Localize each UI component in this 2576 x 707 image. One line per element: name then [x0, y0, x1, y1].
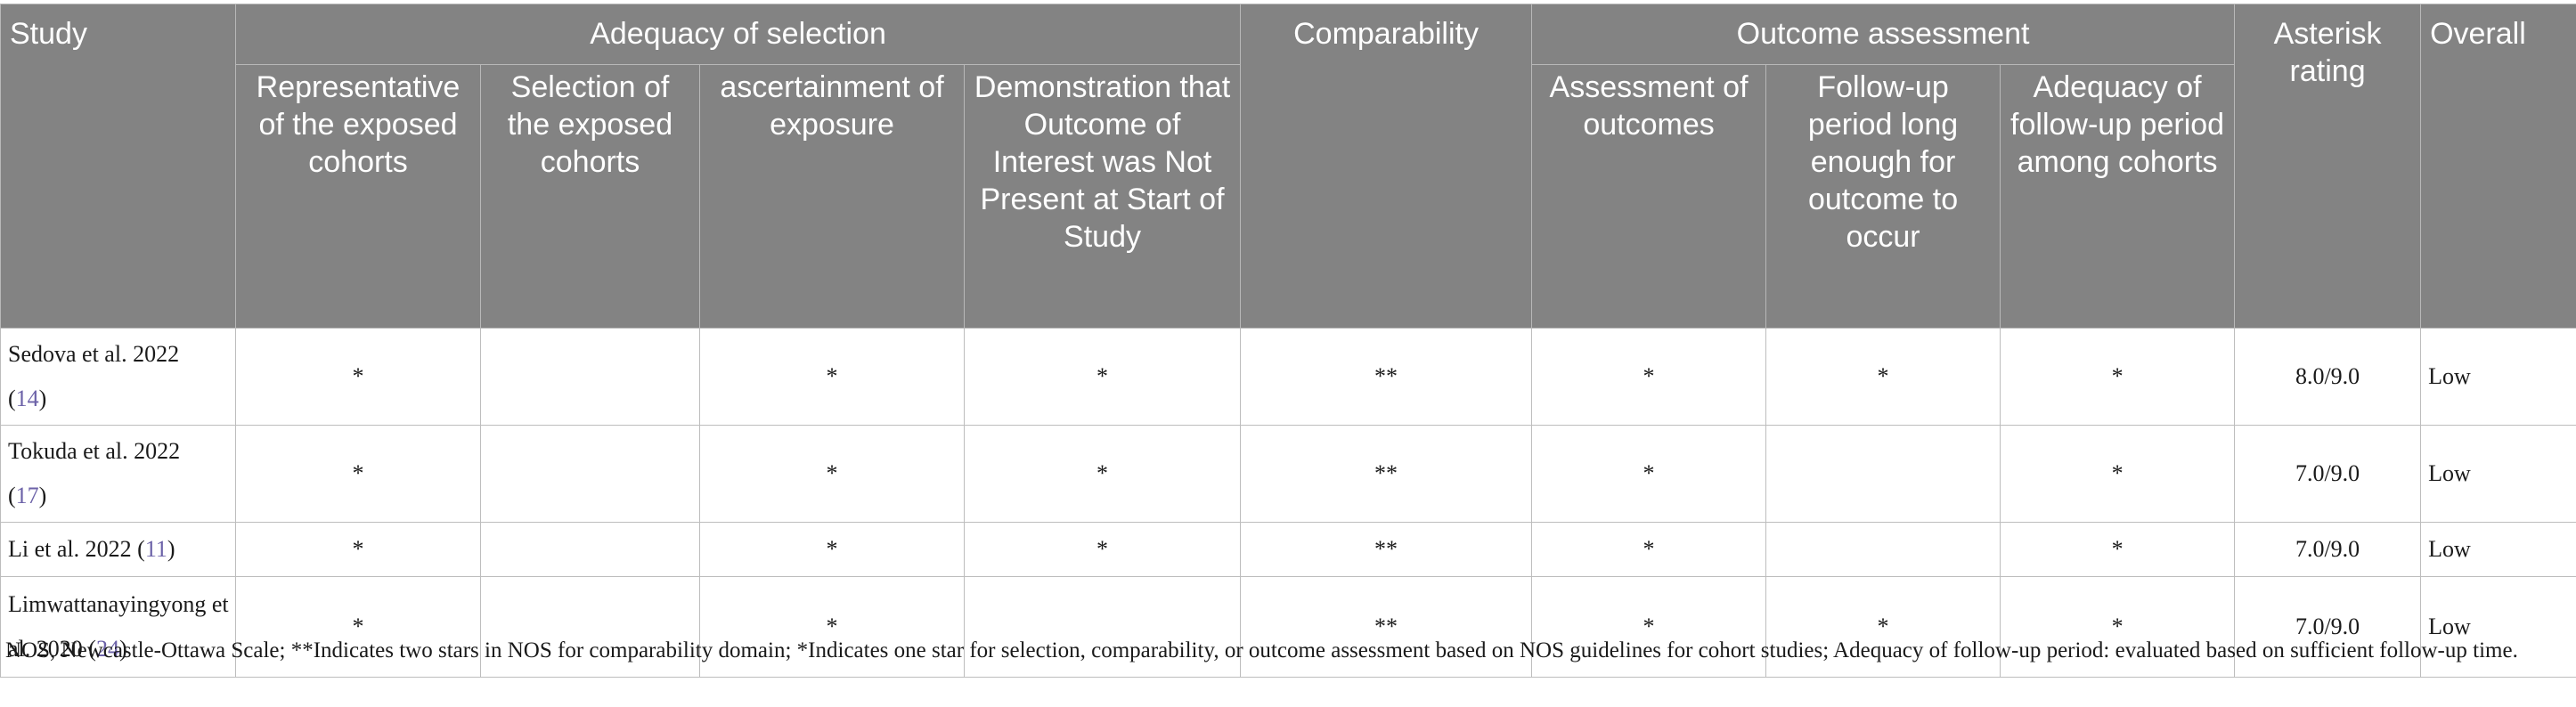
assessment-cell: *: [1531, 425, 1767, 523]
representative-cell: *: [235, 522, 481, 577]
ascertainment-cell: *: [699, 522, 965, 577]
demonstration-cell: *: [963, 425, 1242, 523]
header-selection: Selection of the exposed cohorts: [480, 64, 700, 329]
table-row: Limwattanayingyong et al. 2020 (24) * * …: [0, 576, 2576, 678]
overall-cell: Low: [2420, 522, 2576, 577]
study-name: Li et al. 2022: [8, 536, 132, 562]
adequacy-followup-cell: *: [2000, 328, 2236, 426]
header-asterisk-rating: Asterisk rating: [2234, 4, 2422, 329]
selection-cell: [480, 425, 700, 523]
header-representative: Representative of the exposed cohorts: [235, 64, 481, 329]
representative-cell: *: [235, 425, 481, 523]
overall-cell: Low: [2420, 328, 2576, 426]
reference-link[interactable]: 24: [95, 636, 119, 662]
adequacy-followup-cell: *: [2000, 522, 2236, 577]
table-row: Tokuda et al. 2022 (17) * * * ** * * 7.0/…: [0, 425, 2576, 523]
followup-cell: *: [1765, 328, 2001, 426]
table-footnote: NOS, Newcastle-Ottawa Scale; **Indicates…: [5, 638, 2518, 662]
header-outcome-assessment: Outcome assessment: [1531, 4, 2236, 65]
selection-cell: [480, 576, 700, 678]
adequacy-followup-cell: *: [2000, 576, 2236, 678]
ascertainment-cell: *: [699, 425, 965, 523]
rating-cell: 8.0/9.0: [2234, 328, 2422, 426]
comparability-cell: **: [1240, 328, 1533, 426]
selection-cell: [480, 328, 700, 426]
study-name: Tokuda et al. 2022: [8, 438, 181, 464]
assessment-cell: *: [1531, 522, 1767, 577]
quality-assessment-table: Study Adequacy of selection Comparabilit…: [0, 4, 2576, 678]
representative-cell: *: [235, 328, 481, 426]
header-ascertainment: ascertainment of exposure: [699, 64, 965, 329]
header-followup-period: Follow-up period long enough for outcome…: [1765, 64, 2001, 329]
header-adequacy-of-followup: Adequacy of follow-up period among cohor…: [2000, 64, 2236, 329]
ascertainment-cell: *: [699, 328, 965, 426]
assessment-cell: *: [1531, 576, 1767, 678]
header-study: Study: [0, 4, 236, 329]
header-overall: Overall: [2420, 4, 2576, 329]
study-name: Sedova et al. 2022: [8, 341, 180, 367]
header-adequacy-of-selection: Adequacy of selection: [234, 4, 1242, 65]
reference-link[interactable]: 11: [144, 536, 167, 562]
rating-cell: 7.0/9.0: [2234, 425, 2422, 523]
demonstration-cell: *: [963, 328, 1242, 426]
rating-cell: 7.0/9.0: [2234, 576, 2422, 678]
overall-cell: Low: [2420, 425, 2576, 523]
study-cell: Li et al. 2022 (11): [0, 522, 236, 577]
study-cell: Tokuda et al. 2022 (17): [0, 425, 236, 523]
reference-link[interactable]: 17: [15, 483, 39, 508]
comparability-cell: **: [1240, 425, 1533, 523]
header-demonstration: Demonstration that Outcome of Interest w…: [963, 64, 1242, 329]
study-name: Limwattanayingyong et al. 2020: [8, 591, 229, 662]
demonstration-cell: [963, 576, 1242, 678]
ascertainment-cell: *: [699, 576, 965, 678]
assessment-cell: *: [1531, 328, 1767, 426]
followup-cell: [1765, 425, 2001, 523]
comparability-cell: **: [1240, 522, 1533, 577]
selection-cell: [480, 522, 700, 577]
study-cell: Limwattanayingyong et al. 2020 (24): [0, 576, 236, 678]
header-comparability: Comparability: [1240, 4, 1533, 329]
followup-cell: [1765, 522, 2001, 577]
study-cell: Sedova et al. 2022 (14): [0, 328, 236, 426]
adequacy-followup-cell: *: [2000, 425, 2236, 523]
table-row: Sedova et al. 2022 (14) * * * ** * * * 8.…: [0, 328, 2576, 426]
demonstration-cell: *: [963, 522, 1242, 577]
overall-cell: Low: [2420, 576, 2576, 678]
representative-cell: *: [235, 576, 481, 678]
header-assessment: Assessment of outcomes: [1531, 64, 1767, 329]
comparability-cell: **: [1240, 576, 1533, 678]
reference-link[interactable]: 14: [15, 386, 39, 411]
followup-cell: *: [1765, 576, 2001, 678]
table-row: Li et al. 2022 (11) * * * ** * * 7.0/9.0…: [0, 522, 2576, 577]
rating-cell: 7.0/9.0: [2234, 522, 2422, 577]
